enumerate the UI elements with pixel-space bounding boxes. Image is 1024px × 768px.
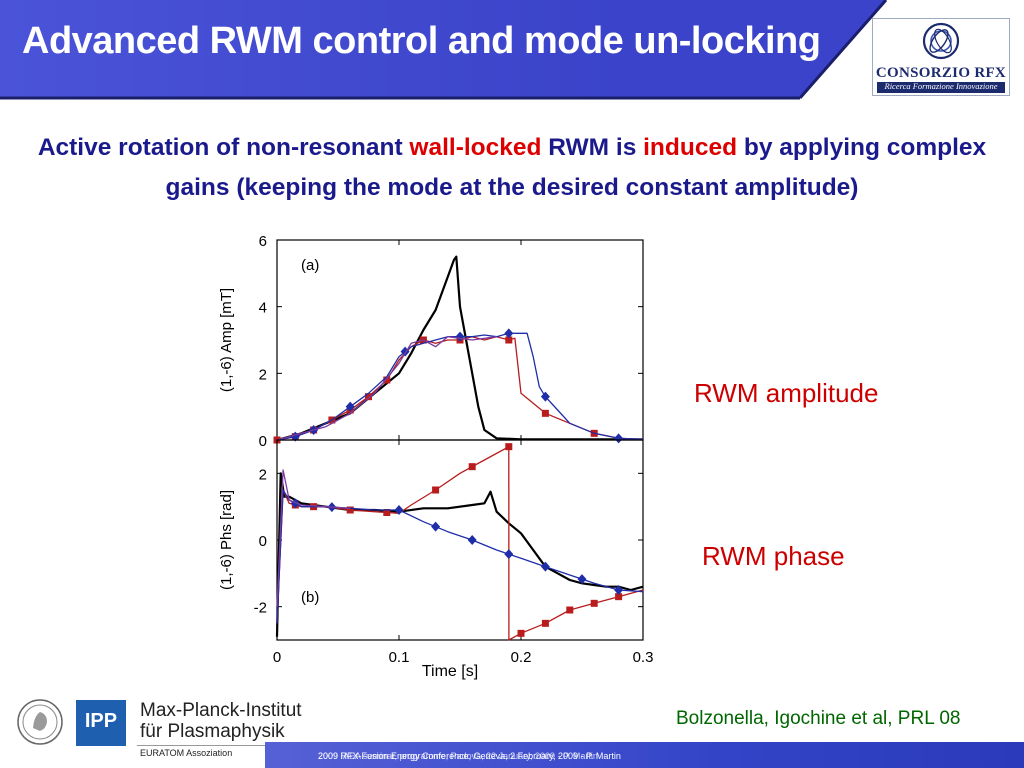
footer-bar	[265, 742, 1024, 768]
subtitle-highlight-induced: induced	[643, 134, 738, 161]
consorzio-rfx-logo: CONSORZIO RFX Ricerca Formazione Innovaz…	[872, 18, 1010, 96]
rwm-chart: 0 2 4 6 (1,-6) Amp [mT] (a) -2 0 2 0 0.1 0.2 0.3 Time…	[218, 233, 654, 680]
rfx-emblem-icon	[922, 22, 960, 60]
y-tick-label: 0	[259, 533, 267, 550]
y-axis-label: (1,-6) Amp [mT]	[218, 288, 235, 392]
institute-divider	[137, 745, 287, 746]
y-tick-label: -2	[254, 600, 267, 617]
data-point-diamond	[614, 585, 624, 595]
mpg-seal-icon	[17, 699, 63, 745]
data-point-square	[383, 376, 391, 384]
data-point-square	[566, 606, 574, 614]
logo-tagline: Ricerca Formazione Innovazione	[884, 81, 998, 91]
panel-frame	[276, 439, 644, 641]
series-line	[276, 336, 644, 441]
subtitle-highlight-wall-locked: wall-locked	[409, 134, 542, 161]
ipp-logo-text: IPP	[84, 710, 118, 732]
data-point-square	[505, 443, 513, 451]
footer-text: 2009 RFX-Fusion Energy Conference, Genev…	[318, 751, 621, 761]
title-bar-background	[0, 0, 888, 100]
x-tick-label: 0.2	[511, 649, 532, 666]
y-tick-label: 6	[259, 233, 267, 250]
data-point-diamond	[540, 561, 550, 572]
x-tick-label: 0.1	[389, 649, 410, 666]
data-point-square	[517, 629, 525, 637]
data-point-diamond	[504, 549, 514, 560]
institute-name-line-2: für Plasmaphysik	[140, 721, 285, 742]
y-tick-label: 2	[259, 366, 267, 383]
data-point-diamond	[577, 574, 587, 585]
series-line	[276, 332, 644, 441]
slide-subtitle: Active rotation of non-resonant wall-loc…	[10, 128, 1014, 208]
y-tick-label: 4	[259, 300, 267, 317]
data-point-square	[615, 593, 623, 601]
data-point-square	[541, 409, 549, 417]
panel-label: (b)	[301, 589, 319, 606]
subtitle-part-3: by applying complex gains (keeping the m…	[165, 134, 987, 201]
footer-text-b: 2009 IAEA seminar, programme, Padova, 22…	[318, 751, 598, 761]
data-point-square	[590, 599, 598, 607]
series-line	[276, 446, 644, 641]
x-tick-label: 0	[273, 649, 281, 666]
data-point-square	[541, 619, 549, 627]
data-point-diamond	[540, 391, 550, 402]
ipp-logo: IPP	[76, 700, 126, 746]
data-point-square	[468, 463, 476, 471]
data-point-diamond	[431, 521, 441, 532]
data-point-diamond	[345, 401, 355, 412]
footer-text-a: 2009 RFX-Fusion Energy Conference, Genev…	[318, 751, 621, 761]
chart-panel-amplitude: 0 2 4 6 (1,-6) Amp [mT] (a)	[218, 233, 644, 450]
y-tick-label: 0	[259, 433, 267, 450]
panel-label: (a)	[301, 257, 319, 274]
subtitle-part-1: Active rotation of non-resonant	[37, 134, 410, 161]
y-axis-label: (1,-6) Phs [rad]	[218, 490, 235, 590]
data-point-square	[432, 486, 440, 494]
data-point-diamond	[290, 498, 300, 509]
x-axis-label: Time [s]	[422, 663, 478, 680]
data-point-square	[365, 393, 372, 401]
data-point-diamond	[400, 346, 410, 357]
data-point-diamond	[467, 535, 477, 545]
series-line	[276, 336, 497, 441]
logo-tagline-strip: Ricerca Formazione Innovazione	[877, 81, 1005, 93]
data-point-diamond	[614, 433, 624, 444]
logo-name: CONSORZIO RFX	[875, 65, 1007, 81]
data-point-diamond	[394, 505, 404, 515]
data-point-square	[505, 336, 513, 344]
series-line	[276, 469, 351, 607]
subtitle-part-2: RWM is	[541, 134, 644, 161]
reference-citation: Bolzonella, Igochine et al, PRL 08	[676, 708, 961, 729]
x-tick-label: 0.3	[633, 649, 654, 666]
y-tick-label: 2	[259, 466, 267, 483]
data-point-diamond	[504, 328, 514, 339]
series-line	[276, 255, 643, 442]
slide-title: Advanced RWM control and mode un-locking	[22, 20, 821, 62]
institute-name-line-1: Max-Planck-Institut	[140, 700, 302, 721]
institute-name-line-3: EURATOM Assoziation	[140, 748, 233, 758]
data-point-square	[346, 506, 354, 514]
rwm-phase-label: RWM phase	[702, 541, 845, 571]
data-point-square	[383, 509, 391, 516]
series-line	[275, 472, 644, 637]
chart-panel-phase: -2 0 2 0 0.1 0.2 0.3 Time [s] (1,-6) Phs [rad] (b…	[218, 439, 654, 680]
rwm-amplitude-label: RWM amplitude	[694, 378, 879, 408]
